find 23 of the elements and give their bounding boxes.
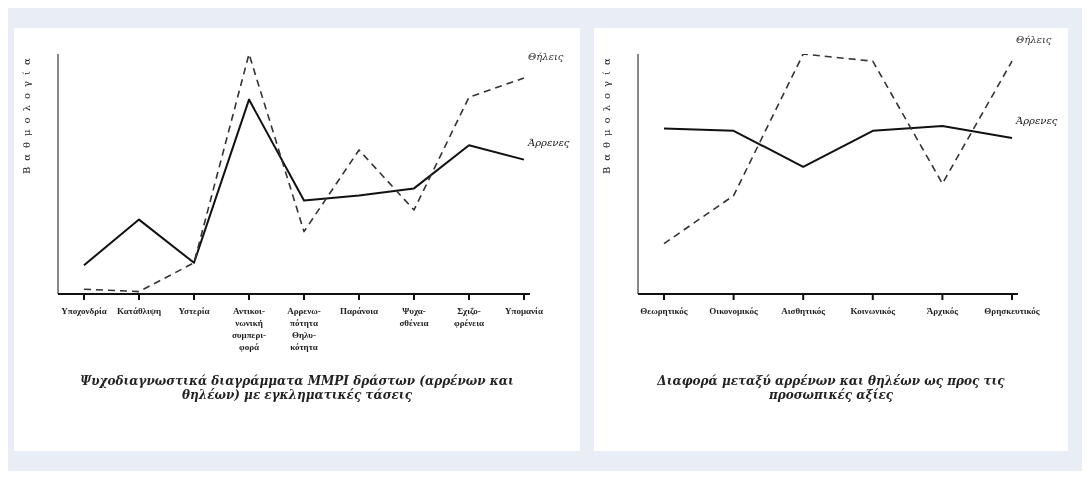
x-tick-label: Κοινωνικός — [850, 306, 896, 316]
series-label: Άρρενες — [1015, 115, 1058, 126]
text: Ψυχοδιαγνωστικά διαγράμματα MMPI δράστων (αρρένων και θηλέων) με εγκληματικές τάσεις — [79, 374, 515, 402]
x-tick-label: Αισθητικός — [781, 306, 826, 316]
x-tick-label: Θρησκευτικός — [984, 306, 1040, 316]
x-tick-label: Υστερία — [178, 306, 210, 316]
x-tick-label: Οικονομικός — [709, 306, 759, 316]
x-tick-label: Υποχονδρία — [61, 306, 107, 316]
x-tick-label: Σχιζο-φρένεια — [454, 306, 484, 328]
series-label: Άρρενες — [527, 136, 570, 148]
x-tick-label: Ψυχα-σθένεια — [399, 306, 429, 328]
x-tick-label: Κατάθλιψη — [116, 306, 162, 316]
x-tick-label: Παράνοια — [339, 306, 379, 316]
x-tick-label: Άρχικός — [926, 306, 959, 316]
text: Διαφορά μεταξύ αρρένων και θηλέων ως προς τις προσωπικές αξίες — [656, 374, 1006, 402]
x-tick-label: Αρρενω-πότητα Θηλυ-κότητα — [287, 306, 321, 352]
x-tick-label: Θεωρητικός — [640, 306, 688, 316]
series-label: Θήλεις — [1016, 34, 1052, 46]
series-label: Θήλεις — [528, 51, 564, 62]
x-tick-label: Υπομανία — [505, 306, 543, 316]
x-tick-label: Αντικοι-νωνική συμπερι-φορά — [231, 306, 267, 352]
y-axis-title: Βαθμολογία — [20, 52, 32, 174]
y-axis-title: Βαθμολογία — [600, 52, 612, 174]
